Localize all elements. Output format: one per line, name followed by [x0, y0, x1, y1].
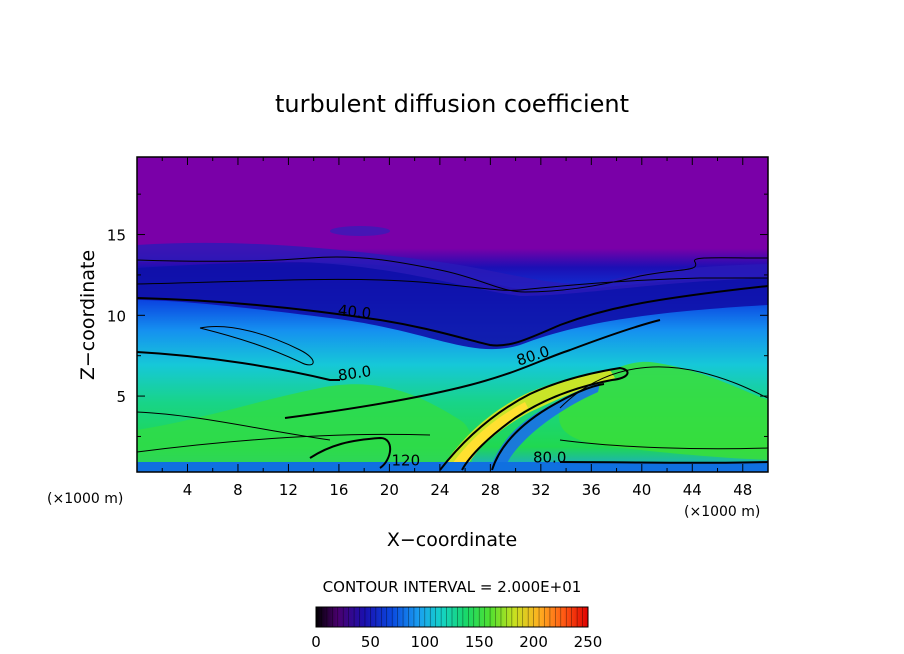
chart-title: turbulent diffusion coefficient — [275, 90, 629, 118]
y-axis-label: Z−coordinate — [77, 250, 99, 380]
contour-line — [284, 319, 661, 419]
x-axis: 4 8 12 16 20 24 28 32 36 40 44 48 — [161, 157, 752, 499]
x-tick-label: 12 — [279, 481, 298, 499]
colorbar: 0 50 100 150 200 250 — [311, 606, 602, 651]
contour-line — [559, 439, 768, 450]
x-tick-label: 8 — [233, 481, 243, 499]
colorbar-tick-label: 250 — [574, 633, 603, 651]
contour-line — [137, 277, 768, 291]
contour-label: 80.0 — [337, 362, 373, 384]
contour-interval-label: CONTOUR INTERVAL = 2.000E+01 — [323, 578, 582, 596]
contour-line — [137, 433, 431, 453]
x-unit-left: (×1000 m) — [47, 491, 123, 507]
x-unit-right: (×1000 m) — [684, 504, 760, 520]
contour-lines — [137, 256, 768, 471]
colorbar-tick-label: 0 — [311, 633, 321, 651]
contour-label: 80.0 — [533, 448, 566, 466]
contour-line — [439, 366, 629, 471]
contour-line — [491, 383, 605, 471]
contour-line — [137, 285, 768, 347]
colorbar-frame — [315, 606, 589, 628]
y-tick-label: 10 — [107, 307, 126, 325]
contour-line — [137, 411, 331, 441]
contour-line — [137, 256, 768, 293]
colorbar-tick-label: 150 — [465, 633, 494, 651]
x-tick-label: 48 — [733, 481, 752, 499]
colorbar-tick-label: 100 — [410, 633, 439, 651]
colorbar-ticks: 0 50 100 150 200 250 — [311, 633, 602, 651]
contour-line — [199, 326, 314, 366]
field-plume-core — [448, 402, 528, 472]
contour-label: 120 — [391, 452, 420, 470]
contour-line — [137, 351, 340, 381]
x-tick-label: 28 — [481, 481, 500, 499]
y-axis: 5 10 15 — [107, 193, 768, 437]
contour-line — [309, 436, 392, 469]
plot-frame — [136, 156, 769, 473]
contour-label: 40.0 — [337, 301, 372, 322]
field-green-right — [559, 361, 768, 460]
x-tick-label: 24 — [430, 481, 449, 499]
x-tick-label: 44 — [683, 481, 702, 499]
y-tick-label: 15 — [107, 227, 126, 245]
colorbar-tick-label: 200 — [519, 633, 548, 651]
x-tick-label: 4 — [183, 481, 193, 499]
field-bottom-strip — [137, 462, 768, 472]
x-tick-label: 36 — [582, 481, 601, 499]
y-tick-label: 5 — [116, 388, 126, 406]
x-tick-label: 32 — [531, 481, 550, 499]
colorbar-tick-label: 50 — [361, 633, 380, 651]
x-tick-label: 40 — [632, 481, 651, 499]
x-tick-label: 20 — [380, 481, 399, 499]
field-dip — [137, 262, 768, 350]
x-axis-label: X−coordinate — [387, 529, 517, 551]
field-small-blob — [330, 226, 390, 236]
contour-line — [559, 461, 768, 464]
contour-line — [559, 366, 768, 409]
field-green — [137, 384, 473, 472]
x-tick-label: 16 — [329, 481, 348, 499]
